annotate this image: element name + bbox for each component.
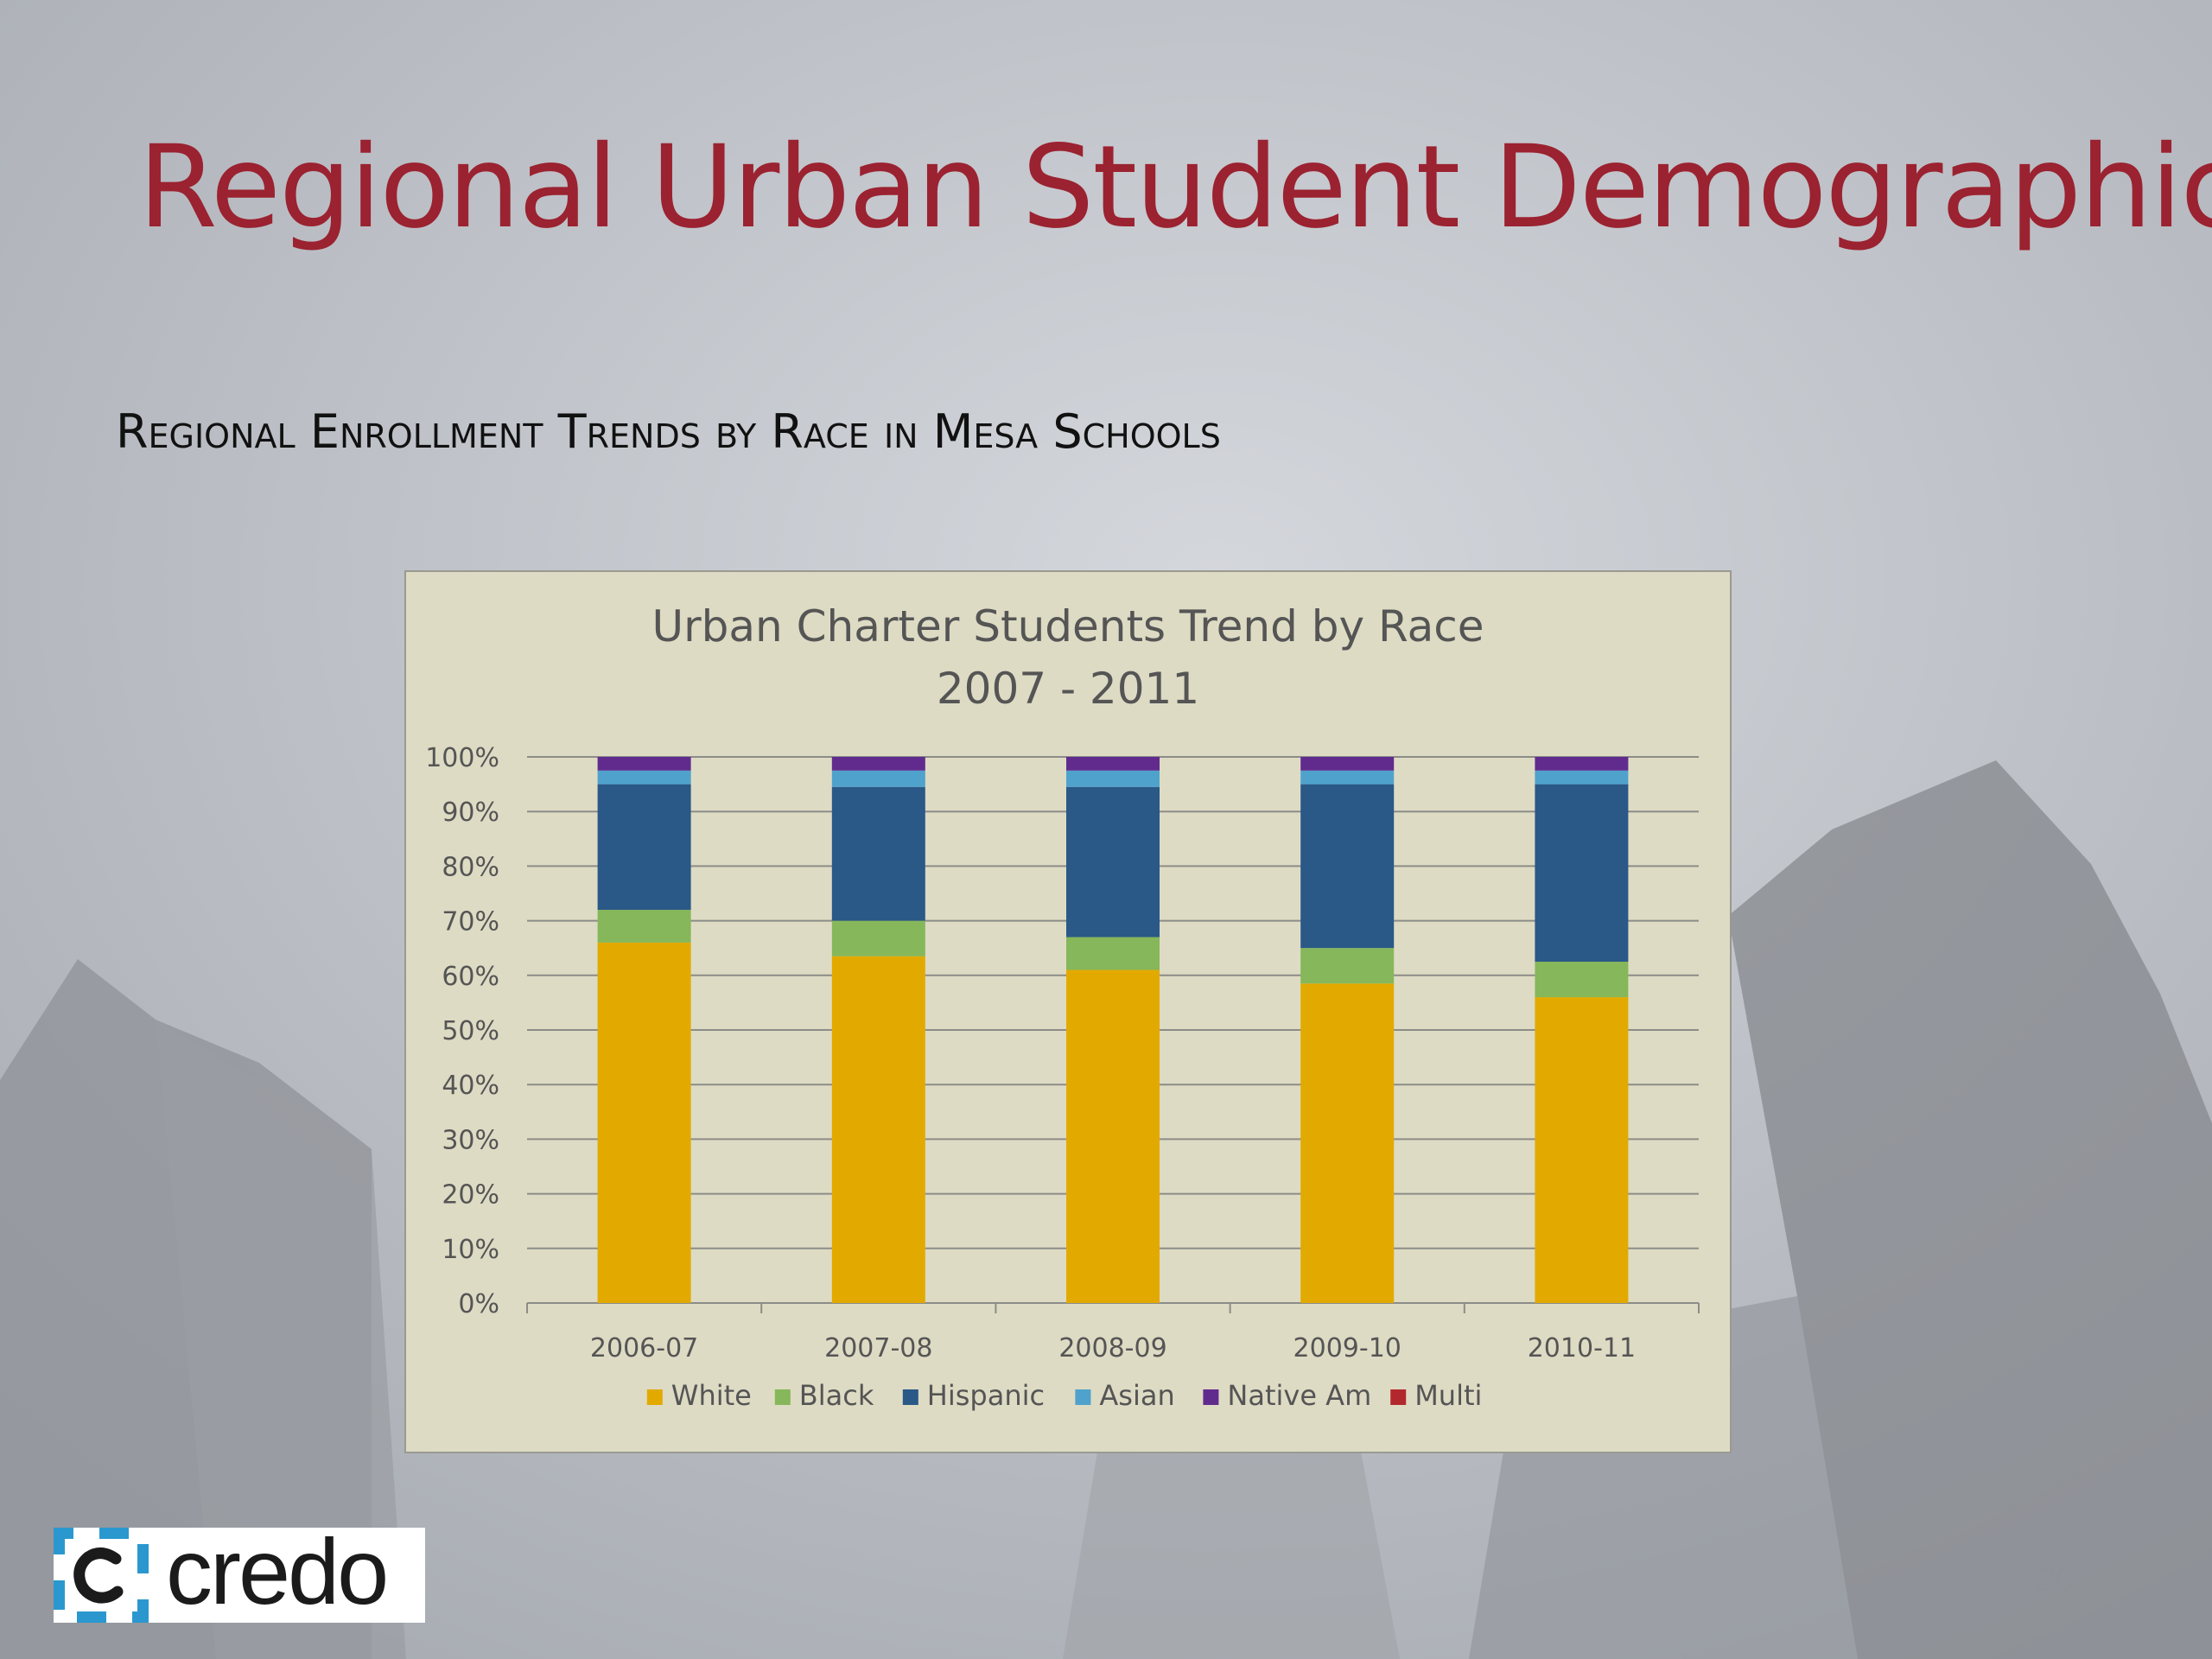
chart-title-line: 2007 - 2011 [937, 664, 1199, 714]
bar-segment-native-am [1300, 757, 1395, 771]
bar-segment-white [1066, 969, 1160, 1303]
bar-segment-hispanic [831, 786, 925, 921]
x-tick-label: 2007-08 [824, 1333, 932, 1363]
bar-segment-white [1300, 983, 1395, 1303]
y-tick-label: 50% [442, 1016, 499, 1046]
y-tick-label: 0% [458, 1289, 499, 1319]
bar-segment-hispanic [1300, 784, 1395, 949]
y-tick-label: 30% [442, 1125, 499, 1155]
bar-segment-asian [1535, 770, 1629, 785]
bar-segment-native-am [831, 757, 925, 771]
legend-swatch-white [646, 1389, 663, 1405]
bar-segment-asian [1300, 770, 1395, 785]
bar-segment-hispanic [597, 784, 691, 910]
bar-segment-native-am [597, 757, 691, 771]
stacked-bar-chart: Urban Charter Students Trend by Race 2007… [425, 601, 1700, 1412]
legend-swatch-asian [1075, 1389, 1091, 1405]
chart-title-line: Urban Charter Students Trend by Race [652, 601, 1484, 652]
page-number: 26 [2036, 1560, 2075, 1599]
legend-label: White [671, 1379, 752, 1412]
y-tick-label: 40% [442, 1071, 499, 1101]
bar-segment-hispanic [1066, 786, 1160, 938]
slide-title: Regional Urban Student Demographics [138, 121, 2212, 254]
bar-segment-black [1066, 937, 1160, 970]
bar-segment-native-am [1066, 757, 1160, 771]
bar-segment-white [597, 942, 691, 1303]
x-tick-label: 2006-07 [590, 1333, 698, 1363]
bar-segment-asian [831, 770, 925, 787]
credo-logo: credo [54, 1524, 425, 1623]
bar-segment-black [597, 909, 691, 943]
legend-swatch-multi [1390, 1389, 1407, 1405]
y-tick-label: 60% [442, 962, 499, 992]
bar-segment-white [831, 956, 925, 1303]
bar-segment-asian [597, 770, 691, 785]
chart-panel: Urban Charter Students Trend by Race 2007… [404, 570, 1732, 1453]
credo-logo-icon [54, 1528, 149, 1623]
legend-label: Hispanic [927, 1379, 1045, 1412]
y-tick-label: 90% [442, 798, 499, 828]
bar-segment-black [831, 920, 925, 957]
bar-segment-black [1535, 962, 1629, 998]
legend-swatch-black [774, 1389, 791, 1405]
bar-segment-native-am [1535, 757, 1629, 771]
bar-segment-black [1300, 948, 1395, 984]
legend-label: Multi [1414, 1379, 1482, 1412]
legend-label: Asian [1099, 1379, 1174, 1412]
legend-label: Native Am [1227, 1379, 1371, 1412]
x-tick-label: 2008-09 [1058, 1333, 1166, 1363]
y-tick-label: 70% [442, 907, 499, 938]
x-tick-label: 2009-10 [1294, 1333, 1402, 1363]
bar-segment-white [1535, 997, 1629, 1303]
y-tick-label: 20% [442, 1180, 499, 1211]
logo-text: credo [166, 1519, 389, 1624]
legend-swatch-native-am [1203, 1389, 1219, 1405]
bar-segment-asian [1066, 770, 1160, 787]
y-tick-label: 80% [442, 852, 499, 882]
y-tick-label: 10% [442, 1235, 499, 1265]
x-tick-label: 2010-11 [1528, 1333, 1636, 1363]
slide-subtitle: Regional Enrollment Trends by Race in Me… [116, 404, 1221, 459]
legend-label: Black [799, 1379, 874, 1412]
y-tick-label: 100% [425, 743, 499, 773]
bar-segment-hispanic [1535, 784, 1629, 962]
legend-swatch-hispanic [902, 1389, 918, 1405]
